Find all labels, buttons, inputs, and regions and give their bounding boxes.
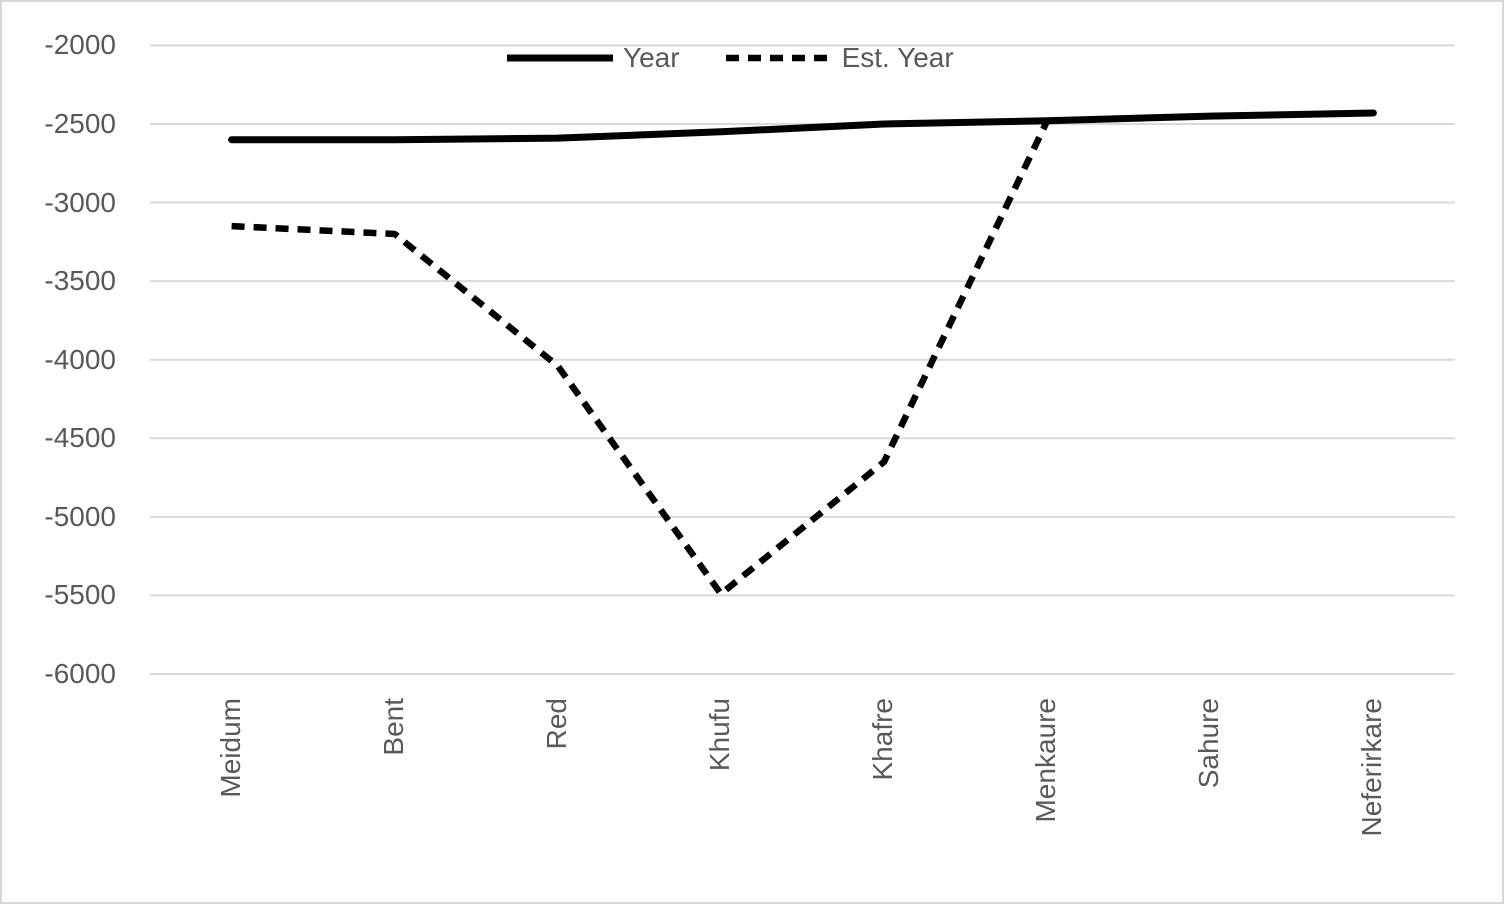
x-axis-tick-label: Menkaure: [1030, 698, 1062, 823]
legend-item-year: Year: [507, 42, 680, 74]
x-axis-tick-label: Khafre: [867, 698, 899, 781]
x-axis-tick-label: Red: [540, 698, 572, 750]
y-axis-tick-label: -5000: [44, 500, 116, 532]
x-axis-tick-label: Sahure: [1193, 698, 1225, 789]
x-axis-tick-label: Neferirkare: [1356, 698, 1388, 837]
x-axis-tick-label: Khufu: [703, 698, 735, 772]
gridlines: [150, 44, 1455, 675]
y-axis-tick-label: -5500: [44, 579, 116, 611]
y-axis-tick-label: -2500: [44, 107, 116, 139]
y-axis-tick-label: -2000: [44, 29, 116, 61]
series-est-year-line: [231, 119, 1051, 598]
series-lines: [228, 109, 1377, 598]
legend-label-est-year: Est. Year: [841, 42, 954, 73]
y-axis-tick-label: -4000: [44, 343, 116, 375]
legend-label-year: Year: [623, 42, 680, 73]
legend: Year Est. Year: [507, 42, 954, 74]
x-axis-tick-label: Bent: [377, 698, 409, 756]
y-axis-tick-label: -3000: [44, 186, 116, 218]
year-solid-line-swatch-icon: [507, 54, 613, 62]
est-year-dashed-line-swatch-icon: [725, 54, 832, 62]
series-year-line: [228, 109, 1377, 144]
y-axis-tick-label: -3500: [44, 265, 116, 297]
x-axis-tick-label: Meidum: [214, 698, 246, 798]
legend-item-est-year: Est. Year: [725, 42, 954, 74]
y-axis-tick-label: -6000: [44, 658, 116, 689]
y-axis-tick-label: -4500: [44, 422, 116, 454]
